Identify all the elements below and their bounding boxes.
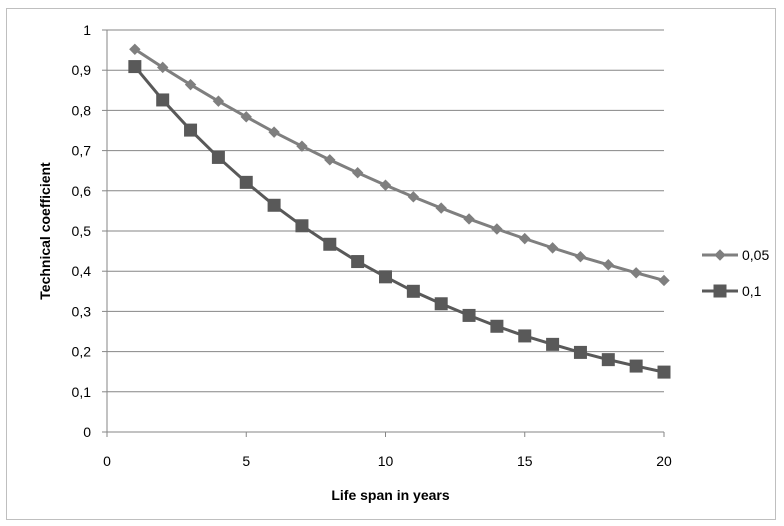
x-tick-label: 20 <box>656 453 672 469</box>
diamond-marker <box>407 191 420 203</box>
diamond-marker <box>240 111 252 123</box>
square-marker <box>211 150 225 164</box>
axes: 00,10,20,30,40,50,60,70,80,910 5 10 15 20 <box>72 22 672 469</box>
square-marker <box>462 308 476 322</box>
y-tick-label: 0,8 <box>72 102 92 118</box>
diamond-marker <box>491 223 503 235</box>
legend-label: 0,05 <box>742 247 769 263</box>
square-marker <box>295 219 309 233</box>
x-tick-label: 0 <box>103 453 111 469</box>
diamond-marker <box>129 43 141 56</box>
diamond-marker <box>546 242 559 254</box>
y-tick-label: 0,2 <box>72 344 92 360</box>
diamond-marker <box>658 274 670 287</box>
series-2 <box>128 60 671 379</box>
diamond-marker <box>156 61 169 74</box>
square-marker <box>267 198 281 212</box>
x-axis-title: Life span in years <box>331 487 449 503</box>
series-line <box>133 65 665 374</box>
x-tick-label: 5 <box>242 453 250 469</box>
diamond-marker <box>435 202 447 214</box>
square-marker <box>351 255 365 269</box>
diamond-marker <box>630 267 642 279</box>
x-tick-label: 10 <box>378 453 394 469</box>
diamond-marker <box>463 213 475 225</box>
diamond-marker <box>296 140 308 152</box>
diamond-marker <box>379 179 392 191</box>
legend-entry: 0,05 <box>702 247 769 263</box>
square-marker <box>379 270 392 284</box>
diamond-marker <box>714 249 726 261</box>
square-marker <box>128 60 142 74</box>
square-marker <box>239 175 253 189</box>
diamond-marker <box>212 95 225 107</box>
legend: 0,05 0,1 <box>702 247 769 299</box>
square-marker <box>184 123 198 137</box>
diamond-marker <box>574 251 587 263</box>
series-layer <box>128 43 671 379</box>
y-tick-label: 0,4 <box>72 263 92 279</box>
square-marker <box>518 329 532 343</box>
diamond-marker <box>268 126 280 138</box>
square-marker <box>601 353 615 367</box>
y-axis-title: Technical coefficient <box>37 162 53 300</box>
x-tick-label: 15 <box>517 453 533 469</box>
y-tick-label: 0,1 <box>72 384 92 400</box>
gridlines <box>107 29 664 393</box>
square-marker <box>657 365 671 379</box>
square-marker <box>629 359 643 373</box>
series-1 <box>129 43 670 287</box>
y-tick-label: 0 <box>83 424 91 440</box>
square-marker <box>713 284 727 298</box>
square-marker <box>434 297 448 311</box>
square-marker <box>406 284 420 298</box>
y-tick-label: 1 <box>83 22 91 38</box>
square-marker <box>323 237 337 251</box>
y-tick-label: 0,5 <box>72 223 92 239</box>
legend-label: 0,1 <box>742 283 762 299</box>
series-line <box>134 48 665 282</box>
legend-entry: 0,1 <box>702 283 762 299</box>
y-tick-label: 0,9 <box>72 62 92 78</box>
diamond-marker <box>184 78 197 91</box>
diamond-marker <box>324 154 336 166</box>
chart-frame <box>6 8 776 520</box>
square-marker <box>156 93 170 107</box>
diamond-marker <box>602 259 615 271</box>
y-tick-label: 0,3 <box>72 303 92 319</box>
diamond-marker <box>519 232 531 245</box>
square-marker <box>546 337 560 351</box>
square-marker <box>490 319 504 333</box>
square-marker <box>573 345 587 359</box>
diamond-marker <box>351 167 364 179</box>
y-tick-label: 0,7 <box>72 143 92 159</box>
y-tick-label: 0,6 <box>72 183 92 199</box>
